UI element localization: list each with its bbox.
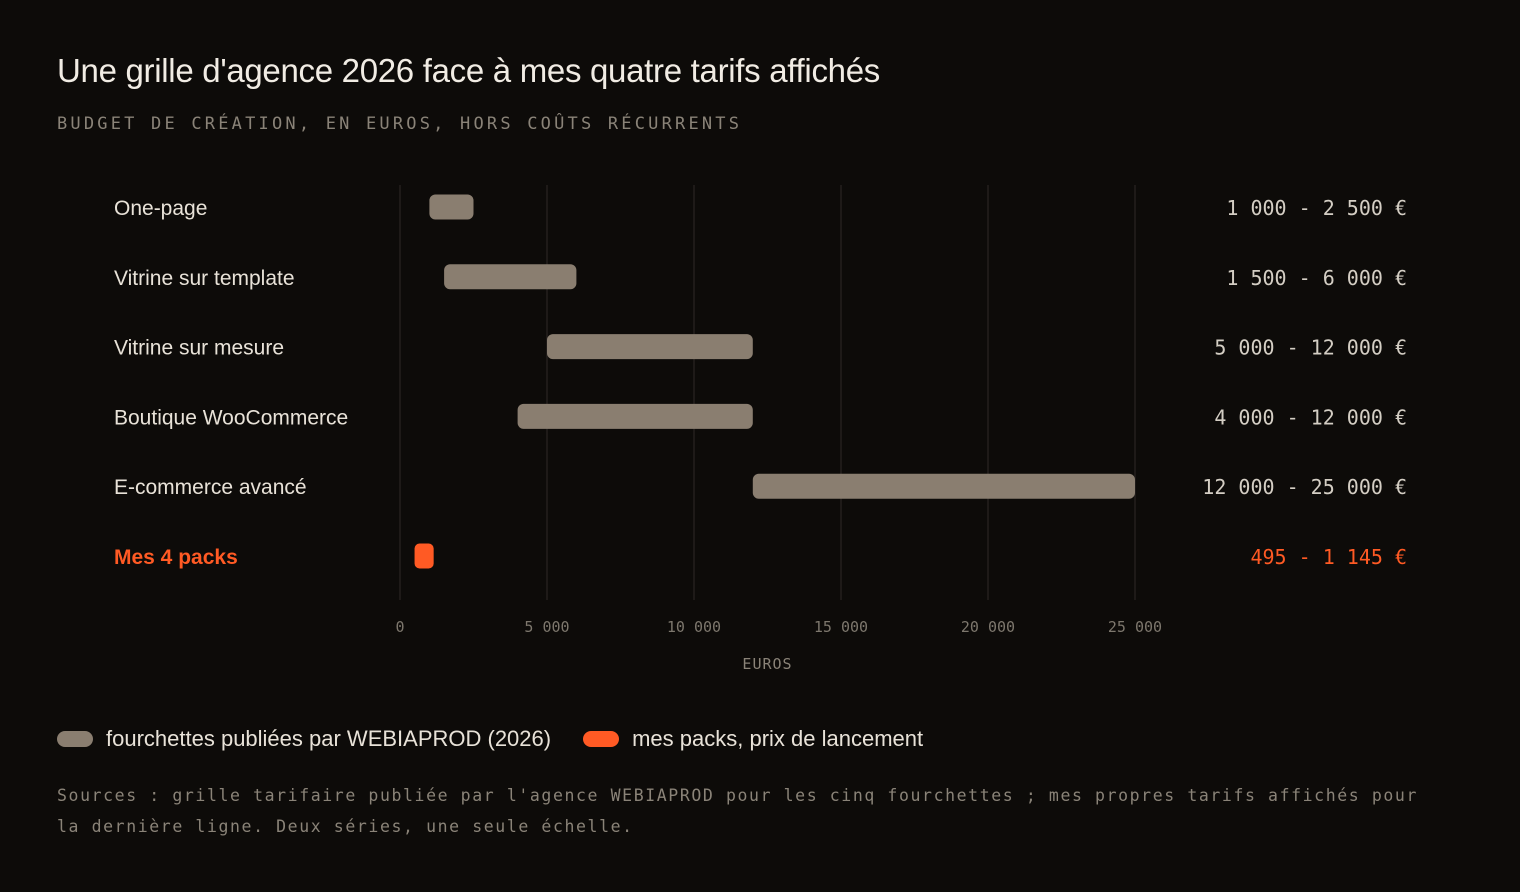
legend-swatch-agency	[57, 731, 93, 747]
x-tick-label: 10 000	[667, 618, 721, 636]
category-label: Mes 4 packs	[114, 546, 238, 569]
x-tick-label: 20 000	[961, 618, 1015, 636]
x-axis-title: EUROS	[742, 655, 792, 673]
chart-title: Une grille d'agence 2026 face à mes quat…	[57, 52, 880, 89]
gridlines	[399, 185, 1136, 600]
category-label: Vitrine sur mesure	[114, 337, 284, 360]
range-value-label: 12 000 - 25 000 €	[1202, 475, 1407, 499]
bar-agency-range	[547, 334, 753, 360]
legend-label-agency: fourchettes publiées par WEBIAPROD (2026…	[106, 726, 552, 751]
category-label: E-commerce avancé	[114, 476, 307, 499]
bar-agency-range	[444, 264, 577, 290]
legend-swatch-packs	[583, 731, 620, 747]
range-bar-chart: One-page 1 000 - 2 500 € Vitrine sur templ…	[114, 185, 1407, 673]
legend: fourchettes publiées par WEBIAPROD (2026…	[57, 726, 955, 752]
x-tick-label: 25 000	[1108, 618, 1162, 636]
bar-my-packs	[414, 543, 434, 569]
x-axis-ticks: 0 5 000 10 000 15 000 20 000 25 000	[395, 618, 1162, 636]
category-label: Vitrine sur template	[114, 267, 295, 290]
category-label: Boutique WooCommerce	[114, 406, 348, 429]
range-value-label: 1 000 - 2 500 €	[1226, 196, 1407, 220]
source-note: Sources : grille tarifaire publiée par l…	[57, 786, 1418, 836]
range-value-label: 5 000 - 12 000 €	[1214, 336, 1407, 360]
bars	[414, 194, 1135, 569]
labels: One-page 1 000 - 2 500 € Vitrine sur templ…	[114, 196, 1407, 569]
category-label: One-page	[114, 197, 207, 220]
x-tick-label: 5 000	[524, 618, 569, 636]
x-tick-label: 15 000	[814, 618, 868, 636]
range-value-label: 495 - 1 145 €	[1250, 545, 1407, 569]
chart-subtitle: BUDGET DE CRÉATION, EN EUROS, HORS COÛTS…	[57, 114, 743, 134]
x-tick-label: 0	[395, 618, 404, 636]
legend-item-packs: mes packs, prix de lancement	[583, 726, 923, 752]
legend-label-packs: mes packs, prix de lancement	[632, 726, 924, 751]
range-value-label: 1 500 - 6 000 €	[1226, 266, 1407, 290]
range-value-label: 4 000 - 12 000 €	[1214, 405, 1407, 429]
legend-item-agency: fourchettes publiées par WEBIAPROD (2026…	[57, 726, 551, 752]
bar-agency-range	[429, 194, 474, 220]
bar-agency-range	[752, 473, 1135, 499]
bar-agency-range	[517, 403, 753, 429]
